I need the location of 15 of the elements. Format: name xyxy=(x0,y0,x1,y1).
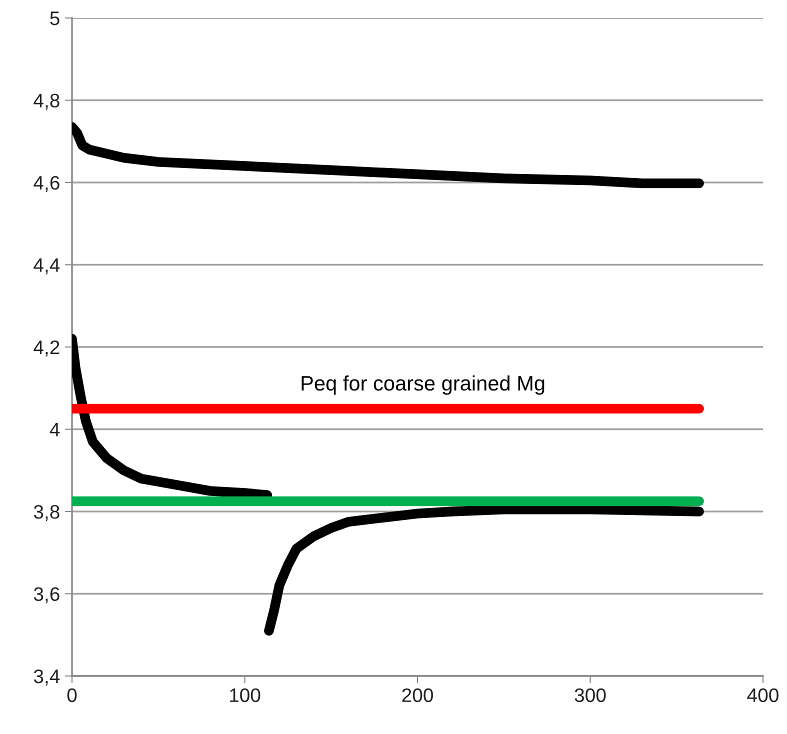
y-tick-label: 4,8 xyxy=(34,94,60,110)
y-tick-label: 3,4 xyxy=(34,669,60,686)
x-tick-label: 200 xyxy=(402,688,433,702)
x-tick-label: 100 xyxy=(230,688,260,702)
y-tick-label: 5 xyxy=(50,12,60,26)
annotation: Peq for coarse grained Mg xyxy=(302,375,544,395)
x-tick-label: 0 xyxy=(67,688,77,702)
x-tick-label: 300 xyxy=(574,688,606,702)
y-tick-label: 3,6 xyxy=(34,587,60,604)
y-tick-label: 4 xyxy=(50,422,60,436)
y-tick-label: 4,4 xyxy=(34,258,60,274)
y-tick-label: 4,6 xyxy=(34,176,60,192)
x-tick-label: 400 xyxy=(747,688,778,702)
y-tick-label: 4,2 xyxy=(34,340,60,357)
y-tick-label: 3,8 xyxy=(34,504,60,522)
